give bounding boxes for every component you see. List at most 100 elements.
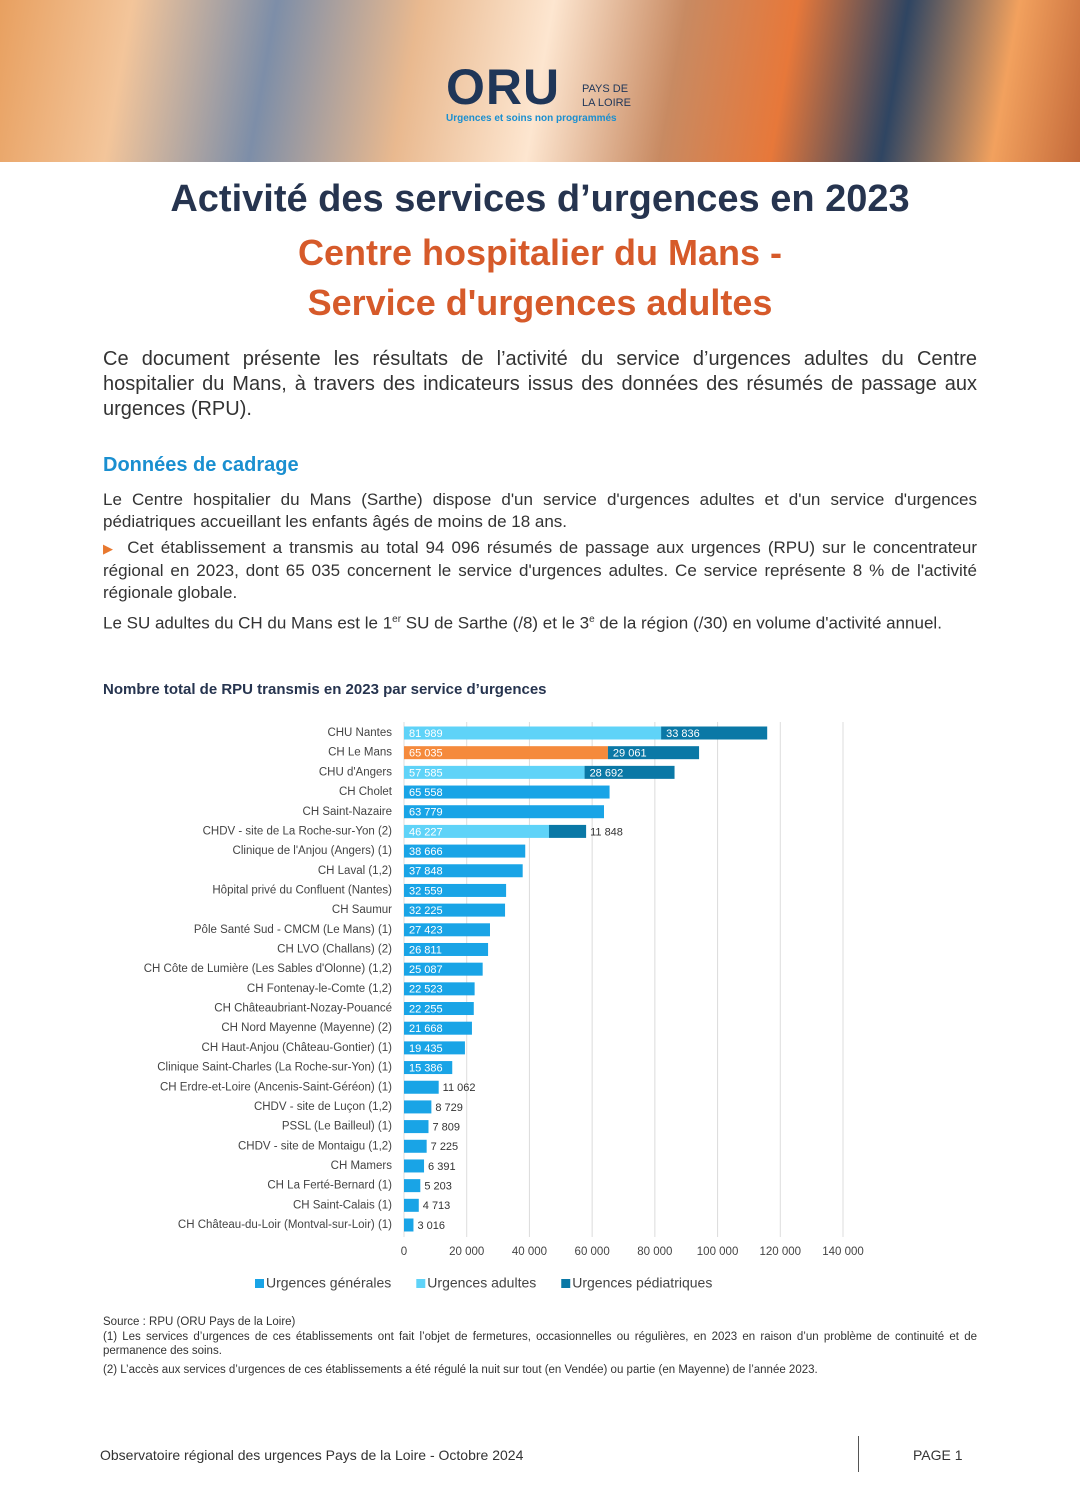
bar	[584, 765, 675, 779]
value-label: 27 423	[409, 925, 443, 937]
value-label: 11 062	[443, 1082, 476, 1094]
subtitle: Centre hospitalier du Mans -	[297, 232, 783, 273]
value-label: 8 729	[435, 1102, 463, 1114]
bar	[607, 746, 700, 760]
bar	[404, 982, 475, 996]
bar	[404, 903, 506, 917]
category-label: CH Saint-Calais (1)	[293, 1199, 392, 1211]
value-label: 22 523	[409, 984, 443, 996]
bar	[404, 1159, 425, 1173]
category-label: Clinique de l'Anjou (Angers) (1)	[233, 845, 393, 857]
section-heading: Données de cadrage	[103, 454, 299, 476]
intro: Ce document présente les résultats de l’…	[103, 348, 977, 420]
category-label: CHDV - site de Luçon (1,2)	[254, 1101, 392, 1113]
bar	[404, 1021, 472, 1035]
category-label: PSSL (Le Bailleul) (1)	[282, 1121, 392, 1133]
text: de la région (/30) en volume d'activité …	[594, 613, 942, 633]
value-label: 7 225	[431, 1141, 459, 1153]
page-number: PAGE 1	[913, 1447, 963, 1463]
bar	[404, 726, 662, 740]
value-label: 6 391	[428, 1161, 456, 1173]
bar	[404, 746, 608, 760]
category-label: CHDV - site de La Roche-sur-Yon (2)	[203, 825, 393, 837]
bar	[404, 923, 490, 937]
paragraph: Le SU adultes du CH du Mans est le 1er S…	[103, 609, 977, 635]
bar	[404, 1139, 427, 1153]
value-label: 38 666	[409, 846, 443, 858]
text: Le SU adultes du CH du Mans est le 1	[103, 613, 393, 633]
value-label: 5 203	[424, 1181, 452, 1193]
category-label: CH Côte de Lumière (Les Sables d'Olonne)…	[144, 963, 392, 975]
category-label: CH Le Mans	[328, 747, 392, 759]
bar	[661, 726, 768, 740]
bar	[404, 1002, 474, 1016]
category-label: CH Erdre-et-Loire (Ancenis-Saint-Géréon)…	[160, 1081, 392, 1093]
x-tick-label: 140 000	[822, 1246, 864, 1258]
legend-swatch	[561, 1279, 571, 1288]
category-label: Hôpital privé du Confluent (Nantes)	[212, 884, 392, 896]
legend-swatch	[255, 1279, 264, 1288]
category-label: CH Nord Mayenne (Mayenne) (2)	[221, 1022, 392, 1034]
bar	[404, 1198, 419, 1212]
value-label: 3 016	[417, 1220, 445, 1232]
value-label: 22 255	[409, 1003, 443, 1015]
category-label: CH Mamers	[331, 1160, 393, 1172]
category-label: CH Laval (1,2)	[318, 865, 392, 877]
value-label: 4 713	[423, 1200, 451, 1212]
logo-region: PAYS DE	[582, 83, 629, 95]
legend-label: Urgences générales	[266, 1275, 391, 1291]
category-label: CH Saumur	[332, 904, 392, 916]
value-label: 46 227	[409, 826, 443, 838]
bar	[548, 824, 587, 838]
bar	[404, 844, 526, 858]
source: Source : RPU (ORU Pays de la Loire)	[103, 1316, 296, 1328]
category-label: CH La Ferté-Bernard (1)	[267, 1180, 392, 1192]
bar	[404, 1041, 465, 1055]
category-label: CH Cholet	[339, 786, 393, 798]
bar	[404, 824, 549, 838]
logo-region: LA LOIRE	[582, 97, 631, 109]
chart-title: Nombre total de RPU transmis en 2023 par…	[103, 681, 547, 698]
value-label: 63 779	[409, 807, 443, 819]
category-label: CHU Nantes	[327, 727, 392, 739]
bar	[404, 1061, 453, 1075]
category-label: Pôle Santé Sud - CMCM (Le Mans) (1)	[194, 924, 392, 936]
logo: ORU	[446, 59, 561, 115]
bar	[404, 1100, 432, 1114]
footer-text: Observatoire régional des urgences Pays …	[100, 1447, 524, 1463]
value-label: 21 668	[409, 1023, 443, 1035]
subtitle: Service d'urgences adultes	[307, 282, 773, 323]
bar	[404, 805, 604, 819]
paragraph: Le Centre hospitalier du Mans (Sarthe) d…	[103, 490, 977, 531]
x-tick-label: 0	[401, 1246, 407, 1258]
category-label: CHU d'Angers	[319, 766, 392, 778]
value-label: 32 559	[409, 885, 443, 897]
bar	[404, 765, 585, 779]
x-tick-label: 60 000	[575, 1246, 610, 1258]
logo-tagline: Urgences et soins non programmés	[446, 113, 617, 124]
value-label: 37 848	[409, 866, 443, 878]
category-label: CH Haut-Anjou (Château-Gontier) (1)	[202, 1042, 393, 1054]
chart: Nombre total de RPU transmis en 2023 par…	[103, 681, 864, 1291]
value-label: 15 386	[409, 1062, 443, 1074]
title: Activité des services d’urgences en 2023	[170, 178, 910, 220]
category-label: CH Château-du-Loir (Montval-sur-Loir) (1…	[178, 1219, 392, 1231]
value-label: 28 692	[590, 767, 624, 779]
bar	[404, 785, 610, 799]
superscript: e	[589, 614, 595, 625]
bar	[404, 864, 523, 878]
superscript: er	[392, 614, 402, 625]
x-tick-label: 40 000	[512, 1246, 547, 1258]
category-label: CHDV - site de Montaigu (1,2)	[238, 1140, 392, 1152]
text: SU de Sarthe (/8) et le 3	[401, 613, 590, 633]
legend-label: Urgences adultes	[427, 1275, 536, 1291]
category-label: Clinique Saint-Charles (La Roche-sur-Yon…	[157, 1062, 392, 1074]
value-label: 25 087	[409, 964, 443, 976]
paragraph-text: Cet établissement a transmis au total 94…	[103, 538, 977, 602]
footnote: (1) Les services d’urgences de ces établ…	[103, 1331, 977, 1357]
value-label: 81 989	[409, 728, 443, 740]
value-label: 57 585	[409, 767, 443, 779]
bar	[404, 1080, 439, 1094]
x-tick-label: 20 000	[449, 1246, 484, 1258]
